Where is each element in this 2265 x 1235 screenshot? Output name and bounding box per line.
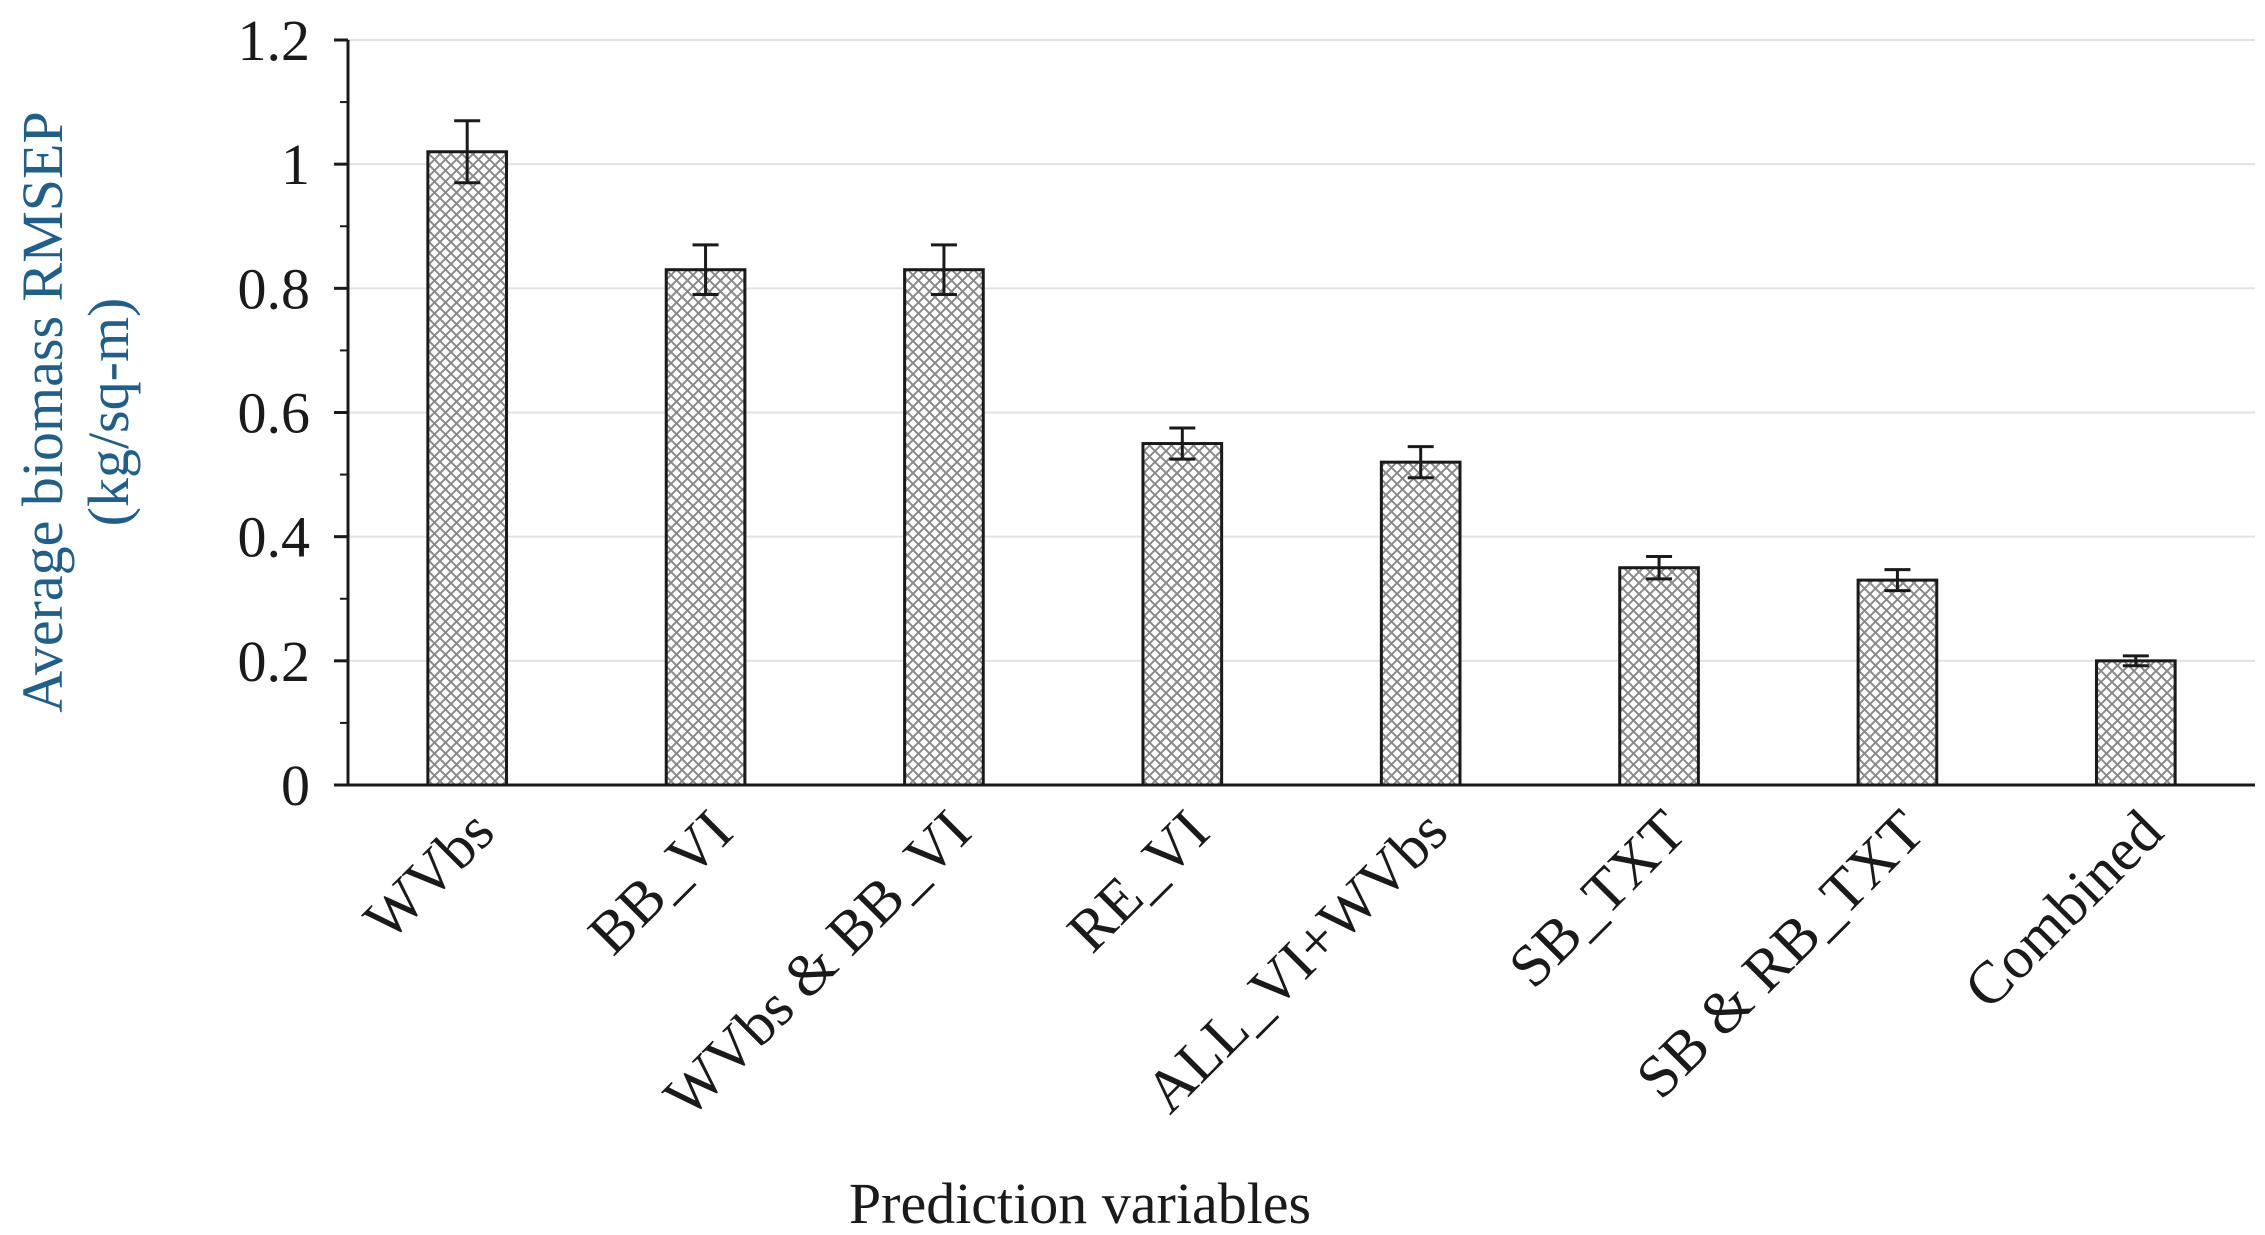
x-category-label: Combined [1952, 798, 2175, 1021]
y-tick-label: 0.8 [238, 256, 311, 321]
y-tick-label: 1 [281, 132, 310, 197]
error-bar [2122, 654, 2149, 668]
error-bar [454, 119, 481, 185]
gridlines [348, 39, 2255, 662]
y-tick-label: 0 [281, 753, 310, 818]
error-bar [1646, 555, 1673, 581]
x-category-label: RE_VI [1055, 798, 1222, 965]
y-tick-label: 0.4 [238, 505, 311, 570]
x-category-label: BB_VI [576, 798, 745, 967]
error-bar [1884, 568, 1911, 593]
bars [426, 119, 2177, 787]
y-tick-label: 0.6 [238, 381, 311, 446]
bar-wvbs-bb-vi [903, 268, 985, 787]
y-tick-label: 1.2 [238, 8, 311, 73]
bar-re-vi [1141, 442, 1224, 787]
x-axis-title: Prediction variables [849, 1171, 1311, 1235]
error-bar [1169, 426, 1196, 461]
bar-bb-vi [664, 268, 747, 787]
bar-wvbs [426, 150, 509, 787]
bar-all-vi-wvbs [1379, 460, 1462, 787]
y-tick-labels: 0 0.2 0.4 0.6 0.8 1 1.2 [238, 8, 311, 818]
y-axis-title-line-2: (kg/sq-m) [76, 298, 141, 527]
y-axis-title-line-1: Average biomass RMSEP [10, 111, 75, 712]
bar-combined [2094, 659, 2177, 787]
bar-sb-txt [1618, 566, 1700, 787]
error-bar [930, 243, 957, 297]
y-tick-label: 0.2 [238, 629, 311, 694]
error-bar [1407, 445, 1434, 480]
axes [334, 38, 2255, 787]
x-category-label: WVbs [351, 798, 506, 953]
x-category-label: SB_TXT [1496, 798, 1698, 1000]
bar-sb-rb-txt [1856, 578, 1939, 787]
error-bar [692, 243, 719, 297]
